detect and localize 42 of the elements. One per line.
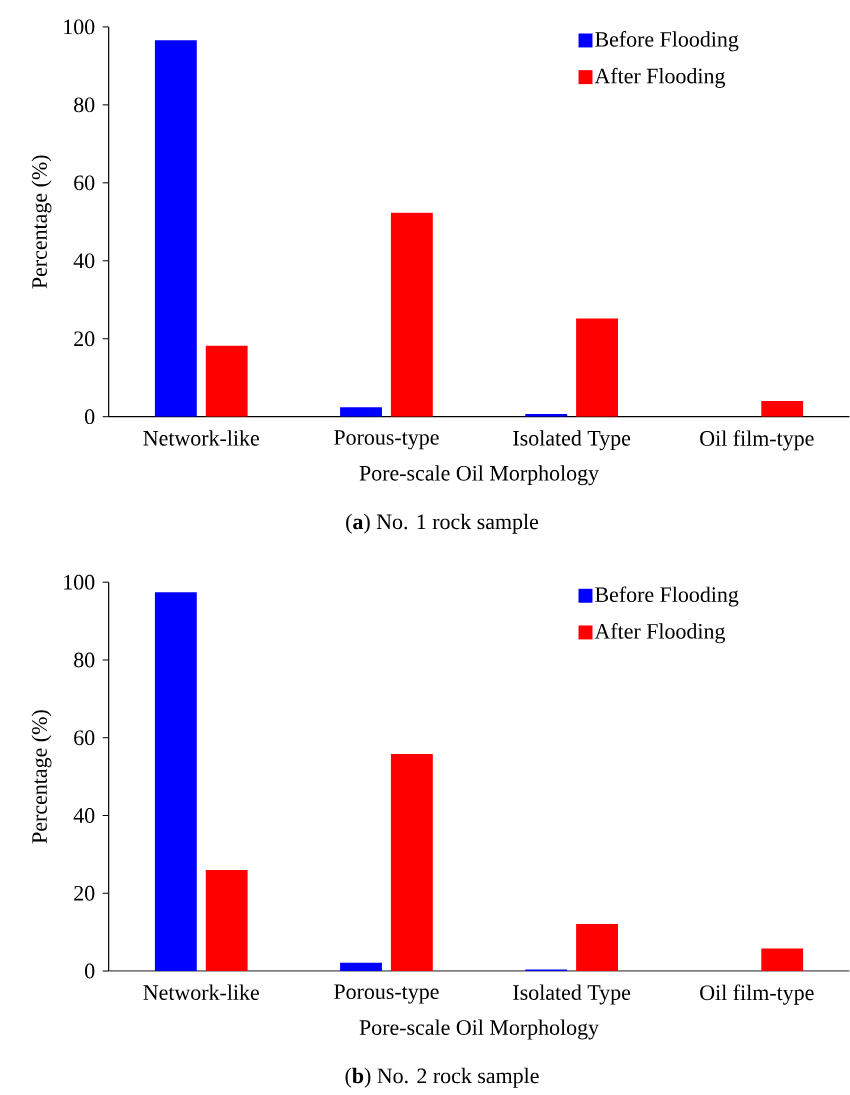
y-tick-label: 0	[85, 963, 95, 979]
x-tick-label: Oil film-type	[700, 984, 814, 1005]
text: (a) No. 1 rock sample	[346, 513, 539, 534]
bar	[340, 962, 382, 972]
legend-label: After Flooding	[594, 67, 726, 88]
x-tick-label: Oil film-type	[700, 430, 814, 451]
x-axis-title: Pore-scale Oil Morphology	[359, 465, 599, 486]
x-tick-label: Porous-type	[334, 984, 439, 1004]
y-tick-label: 40	[73, 808, 95, 823]
y-tick-label: 80	[74, 97, 95, 113]
text: (b) No. 2 rock sample	[345, 1067, 539, 1088]
y-axis-title: Percentage (%)	[31, 155, 52, 289]
legend-label: After Flooding	[594, 623, 726, 644]
bar	[576, 318, 618, 417]
legend-label: Before Flooding	[595, 31, 739, 52]
bar	[154, 592, 197, 972]
bar	[761, 401, 804, 417]
x-tick-label: Porous-type	[334, 430, 439, 450]
y-tick-label: 20	[74, 331, 95, 347]
bar	[154, 40, 197, 417]
y-tick-label: 100	[64, 574, 95, 590]
bar	[390, 754, 433, 972]
x-tick-label: Network-like	[143, 430, 259, 446]
y-tick-label: 100	[64, 19, 95, 35]
bar	[576, 923, 618, 972]
x-tick-label: Isolated Type	[513, 984, 631, 1005]
y-tick-label: 60	[74, 175, 95, 191]
y-tick-label: 0	[85, 409, 95, 425]
x-tick-label: Isolated Type	[513, 430, 631, 451]
bar	[761, 948, 804, 972]
y-tick-label: 80	[74, 652, 95, 668]
y-tick-label: 60	[74, 730, 95, 746]
x-axis-title: Pore-scale Oil Morphology	[359, 1019, 599, 1040]
bar	[205, 345, 248, 417]
bar	[340, 407, 382, 417]
y-axis-title: Percentage (%)	[31, 710, 52, 844]
bar	[205, 869, 248, 972]
x-tick-label: Network-like	[143, 984, 259, 1000]
legend-label: Before Flooding	[595, 586, 739, 607]
y-tick-label: 20	[74, 885, 95, 901]
y-tick-label: 40	[73, 253, 95, 269]
bar	[390, 212, 433, 417]
